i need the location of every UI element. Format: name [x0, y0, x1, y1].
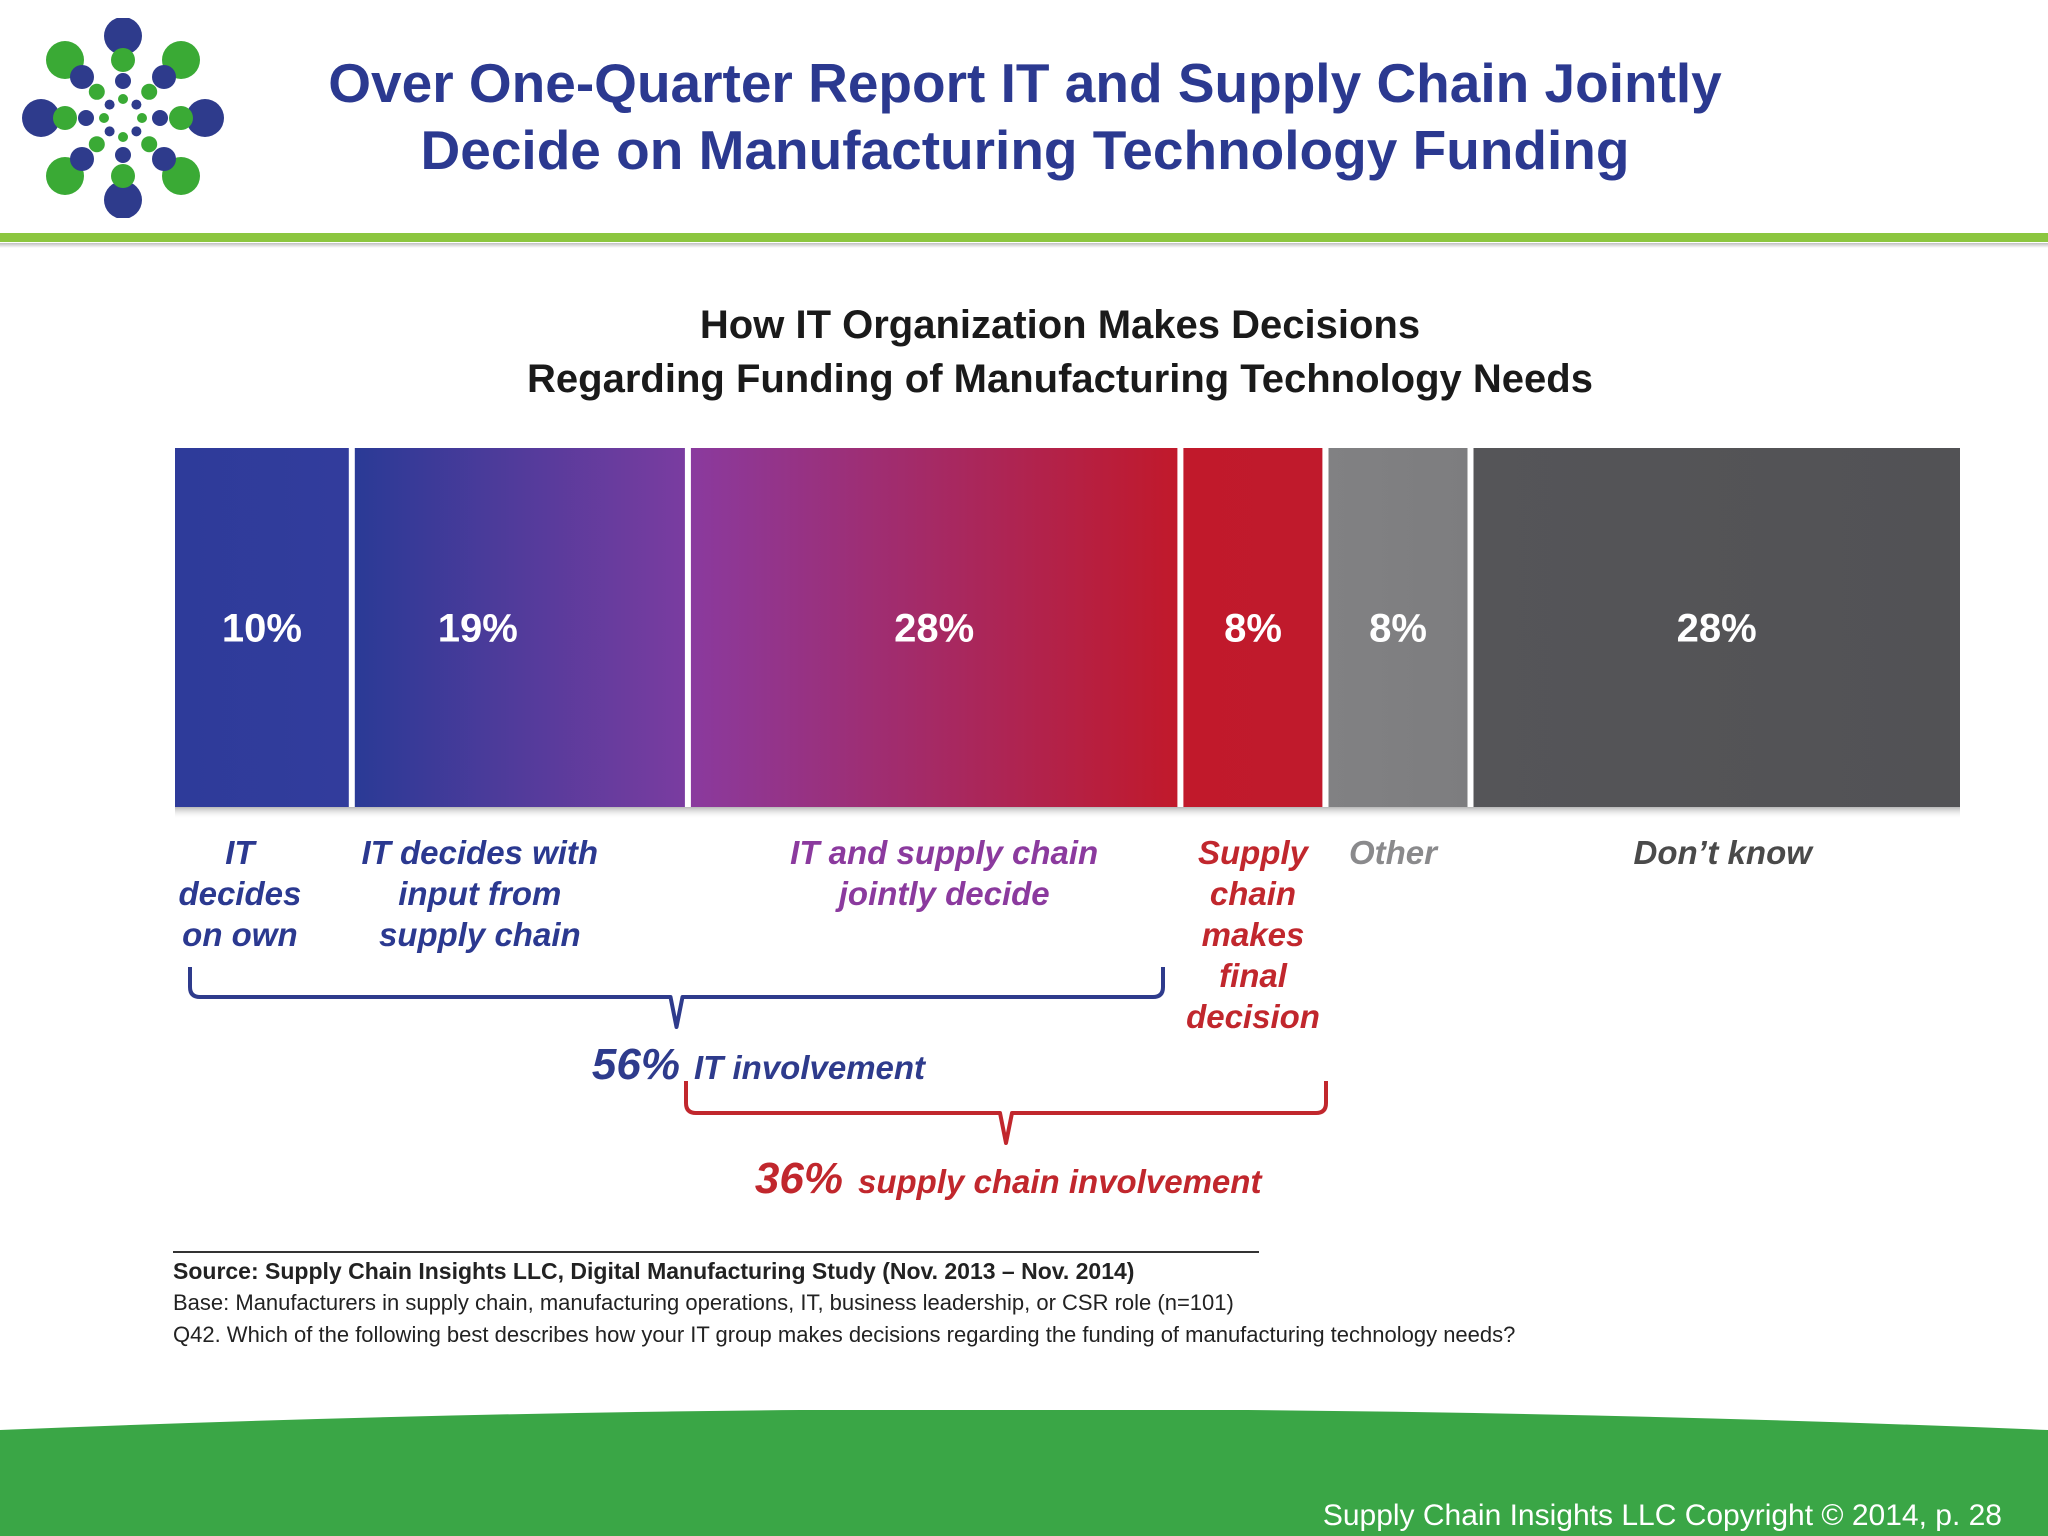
- data-label-4: 8%: [1224, 607, 1282, 651]
- category-label-line: IT: [225, 834, 257, 871]
- data-label-5: 8%: [1369, 607, 1427, 651]
- category-label-line: decision: [1186, 998, 1320, 1035]
- bar-segment-5: [1328, 448, 1468, 807]
- logo-dot: [186, 99, 224, 137]
- category-label-line: Don’t know: [1633, 834, 1814, 871]
- logo-dot: [104, 181, 142, 218]
- category-label-line: final: [1219, 957, 1288, 994]
- category-label-line: decides: [178, 875, 301, 912]
- logo-dot: [115, 147, 131, 163]
- logo-dot: [111, 48, 135, 72]
- base-line: Base: Manufacturers in supply chain, man…: [173, 1290, 1234, 1315]
- logo-dot: [152, 65, 176, 89]
- it-involvement-text: IT involvement: [694, 1049, 927, 1086]
- logo-dot: [78, 110, 94, 126]
- logo-dot: [70, 65, 94, 89]
- data-label-1: 10%: [222, 607, 302, 651]
- supply-chain-involvement-bracket: [684, 1081, 1328, 1145]
- data-label-3: 28%: [894, 607, 974, 651]
- logo-dot: [141, 83, 158, 100]
- category-label-4: Supply chain makes final decision: [1186, 834, 1320, 1035]
- logo-dot: [53, 106, 77, 130]
- bar-segment-4: [1183, 448, 1323, 807]
- category-label-3: IT and supply chain jointly decide: [790, 834, 1098, 912]
- category-label-5: Other: [1349, 834, 1439, 871]
- category-label-line: makes: [1202, 916, 1305, 953]
- logo-dot: [131, 126, 142, 137]
- category-label-line: Other: [1349, 834, 1439, 871]
- category-label-line: jointly decide: [835, 875, 1050, 912]
- logo-dot: [141, 136, 158, 153]
- source-line: Source: Supply Chain Insights LLC, Digit…: [173, 1258, 1135, 1284]
- chart-title-line-1: How IT Organization Makes Decisions: [699, 303, 1421, 347]
- bar-shadow: [175, 807, 1960, 819]
- logo-dot: [88, 83, 105, 100]
- category-label-2: IT decides with input from supply chain: [362, 834, 599, 953]
- category-label-line: supply chain: [379, 916, 581, 953]
- logo-dot: [70, 147, 94, 171]
- logo-dot: [104, 99, 115, 110]
- logo-dot: [118, 94, 128, 104]
- logo-dot: [152, 147, 176, 171]
- logo-dot: [111, 164, 135, 188]
- chart-title-line-2: Regarding Funding of Manufacturing Techn…: [527, 357, 1593, 401]
- it-involvement-value: 56%: [592, 1040, 680, 1089]
- footer-band: [0, 1410, 2048, 1536]
- it-involvement-bracket: [188, 967, 1165, 1029]
- supply-chain-involvement-text: supply chain involvement: [858, 1163, 1263, 1200]
- bar-segment-1: [175, 448, 349, 807]
- logo-dot: [22, 99, 60, 137]
- category-label-line: IT and supply chain: [790, 834, 1098, 871]
- logo-dot: [131, 99, 142, 110]
- logo-dot: [88, 136, 105, 153]
- bar-segment-3: [690, 448, 1178, 807]
- category-label-line: on own: [182, 916, 297, 953]
- data-label-2: 19%: [438, 607, 518, 651]
- company-logo: [22, 18, 224, 218]
- header-divider: [0, 233, 2048, 242]
- bar-segment-6: [1473, 448, 1960, 807]
- category-label-line: Supply: [1198, 834, 1310, 871]
- category-label-1: IT decides on own: [178, 834, 301, 953]
- category-label-line: input from: [398, 875, 561, 912]
- logo-dot: [104, 18, 142, 55]
- logo-dot: [104, 126, 115, 137]
- logo-dot: [118, 132, 128, 142]
- slide-title-line-2: Decide on Manufacturing Technology Fundi…: [420, 119, 1630, 181]
- footer-copyright: Supply Chain Insights LLC Copyright © 20…: [1322, 1499, 2002, 1532]
- bar-segment-2: [354, 448, 685, 807]
- header-divider-shadow: [0, 243, 2048, 248]
- category-label-line: IT decides with: [362, 834, 599, 871]
- supply-chain-involvement-value: 36%: [755, 1154, 843, 1203]
- category-label-line: chain: [1210, 875, 1296, 912]
- source-notes: Source: Supply Chain Insights LLC, Digit…: [173, 1256, 1873, 1351]
- slide-title-line-1: Over One-Quarter Report IT and Supply Ch…: [328, 52, 1722, 114]
- chart-title: How IT Organization Makes Decisions Rega…: [300, 298, 1820, 406]
- logo-dot: [115, 73, 131, 89]
- data-label-6: 28%: [1677, 607, 1757, 651]
- logo-dot: [152, 110, 168, 126]
- question-line: Q42. Which of the following best describ…: [173, 1322, 1516, 1347]
- category-label-6: Don’t know: [1633, 834, 1814, 871]
- slide-title: Over One-Quarter Report IT and Supply Ch…: [240, 50, 1810, 184]
- source-divider: [173, 1251, 1259, 1253]
- logo-dot: [169, 106, 193, 130]
- logo-dot: [99, 113, 109, 123]
- logo-dot: [137, 113, 147, 123]
